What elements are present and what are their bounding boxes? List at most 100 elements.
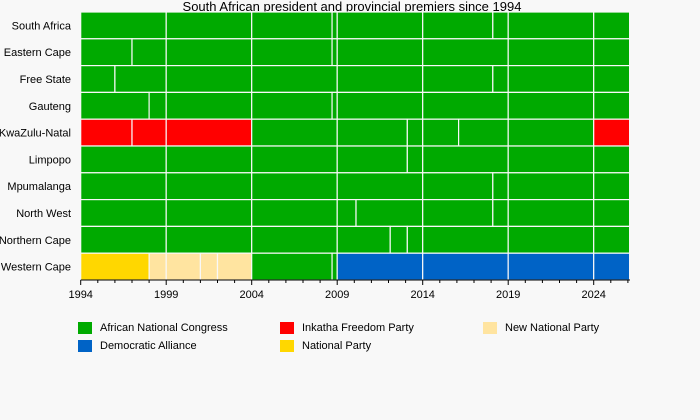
term-segment (336, 172, 424, 201)
term-segment (507, 172, 595, 201)
term-segment (165, 91, 253, 120)
x-tick-label: 2014 (410, 289, 434, 301)
term-segment (593, 118, 631, 147)
row-label: Gauteng (29, 101, 71, 113)
term-segment (165, 11, 253, 40)
legend-swatch (280, 340, 294, 352)
term-segment (165, 225, 253, 254)
term-segment (507, 38, 595, 67)
term-segment (336, 11, 424, 40)
term-segment (593, 145, 631, 174)
term-segment (406, 118, 424, 147)
term-segment (593, 225, 631, 254)
legend-label: Inkatha Freedom Party (302, 322, 414, 334)
term-segment (251, 145, 338, 174)
term-segment (406, 145, 424, 174)
term-segment (593, 38, 631, 67)
term-segment (251, 91, 333, 120)
term-segment (80, 145, 167, 174)
legend-item: New National Party (483, 322, 599, 334)
term-segment (422, 172, 494, 201)
row-label: Western Cape (1, 262, 71, 274)
term-segment (165, 118, 253, 147)
term-segment (507, 91, 595, 120)
term-segment (251, 118, 338, 147)
term-segment (422, 64, 494, 93)
legend-item: Democratic Alliance (78, 340, 197, 352)
term-segment (507, 199, 595, 228)
term-segment (331, 91, 338, 120)
term-segment (148, 252, 167, 281)
x-tick-label: 1999 (154, 289, 178, 301)
x-tick-label: 2019 (496, 289, 520, 301)
row-label: Northern Cape (0, 235, 71, 247)
term-segment (165, 38, 253, 67)
x-tick-label: 2009 (325, 289, 349, 301)
term-segment (422, 145, 509, 174)
legend-label: National Party (302, 340, 372, 352)
term-segment (251, 225, 338, 254)
row-label: Limpopo (29, 154, 71, 166)
row-label: Eastern Cape (4, 47, 71, 59)
term-segment (492, 199, 509, 228)
term-segment (593, 11, 631, 40)
term-segment (507, 145, 595, 174)
row-label: North West (16, 208, 71, 220)
term-segment (422, 118, 460, 147)
term-segment (336, 118, 408, 147)
row-label: Mpumalanga (7, 181, 71, 193)
term-segment (593, 252, 631, 281)
term-segment (165, 172, 253, 201)
legend-label: New National Party (505, 322, 600, 334)
term-segment (593, 64, 631, 93)
term-segment (165, 64, 253, 93)
legend-label: African National Congress (100, 322, 228, 334)
term-segment (507, 252, 595, 281)
legend-swatch (483, 322, 497, 334)
term-segment (507, 118, 595, 147)
term-segment (80, 38, 133, 67)
term-segment (507, 225, 595, 254)
term-segment (336, 64, 424, 93)
term-segment (131, 118, 167, 147)
legend-label: Democratic Alliance (100, 340, 197, 352)
term-segment (492, 11, 509, 40)
term-segment (80, 64, 116, 93)
term-segment (336, 91, 424, 120)
term-segment (422, 38, 509, 67)
term-segment (165, 252, 201, 281)
term-segment (422, 91, 509, 120)
term-segment (80, 172, 167, 201)
term-segment (422, 225, 509, 254)
term-segment (336, 145, 408, 174)
term-segment (492, 172, 509, 201)
legend-item: African National Congress (78, 322, 228, 334)
term-segment (507, 11, 595, 40)
term-segment (251, 172, 338, 201)
term-segment (336, 225, 391, 254)
term-segment (80, 225, 167, 254)
term-segment (216, 252, 253, 281)
legend-swatch (78, 340, 92, 352)
legend-item: Inkatha Freedom Party (280, 322, 414, 334)
term-segment (80, 199, 167, 228)
term-segment (165, 199, 253, 228)
term-segment (593, 172, 631, 201)
term-segment (492, 64, 509, 93)
row-label: Free State (20, 74, 71, 86)
chart-title: South African president and provincial p… (183, 0, 522, 14)
term-segment (336, 199, 357, 228)
term-segment (80, 252, 150, 281)
term-segment (80, 11, 167, 40)
term-segment (114, 64, 167, 93)
x-tick-label: 2024 (581, 289, 605, 301)
term-segment (331, 252, 338, 281)
term-segment (251, 199, 338, 228)
term-segment (251, 38, 333, 67)
row-label: KwaZulu-Natal (0, 128, 71, 140)
term-segment (331, 11, 338, 40)
term-segment (251, 64, 338, 93)
x-tick-label: 2004 (239, 289, 263, 301)
term-segment (80, 91, 150, 120)
term-segment (406, 225, 424, 254)
